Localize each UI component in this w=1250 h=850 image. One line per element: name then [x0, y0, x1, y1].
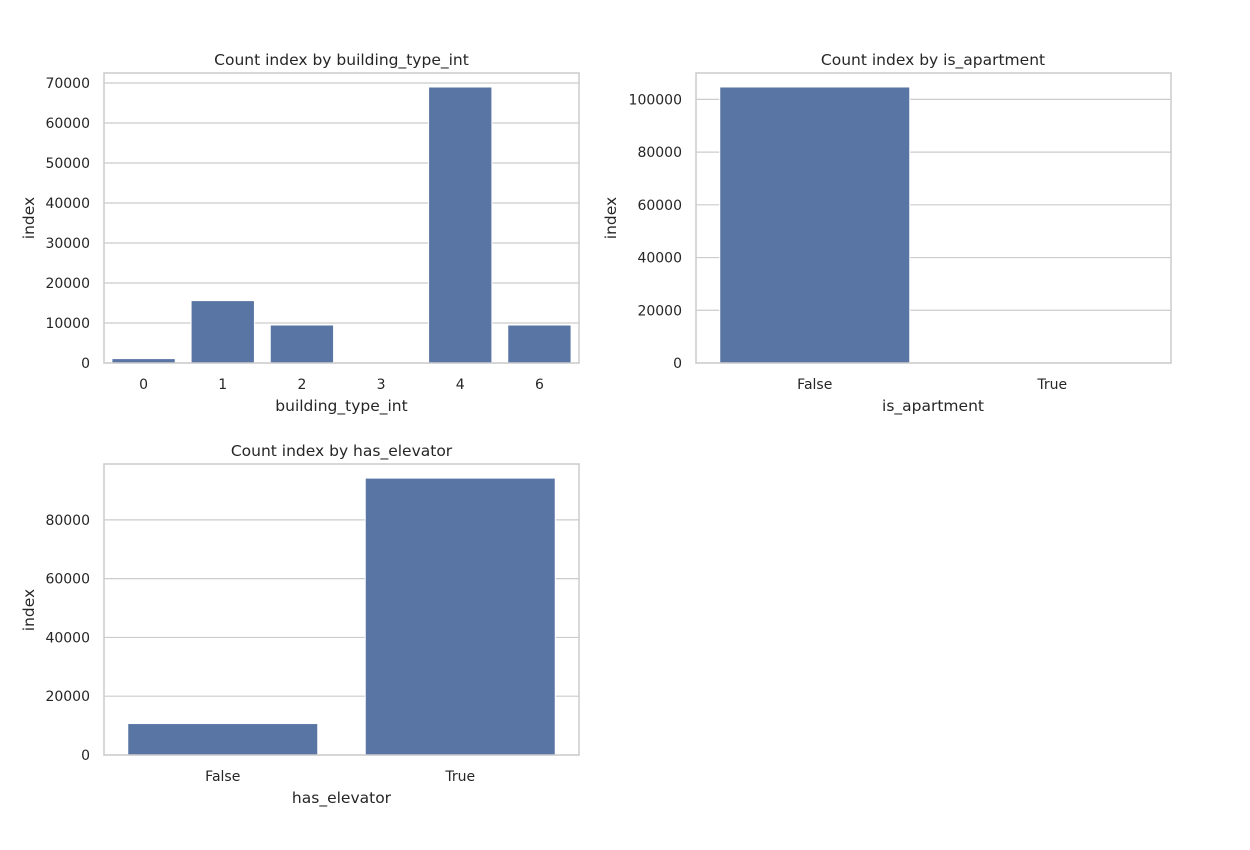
- y-tick-label: 20000: [637, 303, 682, 319]
- y-tick-labels: 0 10000 20000 30000 40000 50000 60000 70000: [45, 76, 90, 372]
- bar-2: [269, 324, 335, 364]
- x-tick-label: False: [797, 377, 832, 393]
- y-tick-label: 10000: [45, 316, 90, 332]
- y-tick-label: 80000: [637, 145, 682, 161]
- x-axis-label: is_apartment: [882, 397, 984, 416]
- bars: [111, 86, 572, 364]
- y-tick-label: 60000: [45, 116, 90, 132]
- y-tick-label: 0: [81, 748, 90, 764]
- y-tick-label: 60000: [45, 572, 90, 588]
- x-tick-label: 4: [456, 377, 465, 393]
- plot-frame: [695, 72, 1172, 364]
- x-axis-label: building_type_int: [275, 397, 407, 416]
- chart-title: Count index by building_type_int: [214, 51, 469, 70]
- bar-1: [190, 300, 255, 364]
- y-tick-label: 50000: [45, 156, 90, 172]
- y-tick-label: 30000: [45, 236, 90, 252]
- x-tick-labels: False True: [797, 377, 1067, 393]
- x-tick-label: 2: [297, 377, 306, 393]
- bar-6: [507, 324, 572, 364]
- y-tick-label: 100000: [629, 92, 682, 108]
- y-tick-label: 70000: [45, 76, 90, 92]
- y-axis-label: index: [602, 197, 620, 239]
- x-tick-label: True: [444, 769, 475, 785]
- y-tick-label: 60000: [637, 198, 682, 214]
- x-axis-label: has_elevator: [292, 789, 392, 808]
- y-tick-label: 20000: [45, 276, 90, 292]
- x-tick-labels: 0 1 2 3 4 6: [139, 377, 544, 393]
- y-tick-label: 0: [81, 356, 90, 372]
- subplot-has-elevator: Count index by has_elevator 0 20000 40000 6…: [20, 442, 580, 808]
- y-tick-label: 80000: [45, 513, 90, 529]
- x-tick-label: 0: [139, 377, 148, 393]
- plot-frame: [103, 72, 580, 364]
- bar-true: [364, 477, 556, 756]
- bar-false: [127, 723, 319, 756]
- x-tick-label: False: [205, 769, 240, 785]
- subplot-is-apartment: Count index by is_apartment 0 20000 40000 6…: [602, 51, 1172, 416]
- chart-title: Count index by has_elevator: [231, 442, 453, 461]
- y-axis-label: index: [20, 589, 38, 631]
- y-tick-label: 20000: [45, 689, 90, 705]
- y-tick-labels: 0 20000 40000 60000 80000 100000: [629, 92, 682, 372]
- x-tick-label: 1: [218, 377, 227, 393]
- y-tick-label: 40000: [637, 251, 682, 267]
- y-axis-label: index: [20, 197, 38, 239]
- y-tick-labels: 0 20000 40000 60000 80000: [45, 513, 90, 764]
- y-tick-label: 40000: [45, 196, 90, 212]
- bars: [719, 86, 911, 364]
- grid: [104, 82, 579, 364]
- y-tick-label: 40000: [45, 630, 90, 646]
- plot-frame: [103, 463, 580, 756]
- x-tick-label: 6: [535, 377, 544, 393]
- chart-title: Count index by is_apartment: [821, 51, 1045, 70]
- subplot-building-type-int: Count index by building_type_int 0 10000 2…: [20, 51, 580, 416]
- x-tick-labels: False True: [205, 769, 475, 785]
- bars: [127, 477, 556, 756]
- bar-4: [428, 86, 493, 364]
- x-tick-label: True: [1036, 377, 1067, 393]
- x-tick-label: 3: [377, 377, 386, 393]
- bar-false: [719, 86, 911, 364]
- y-tick-label: 0: [673, 356, 682, 372]
